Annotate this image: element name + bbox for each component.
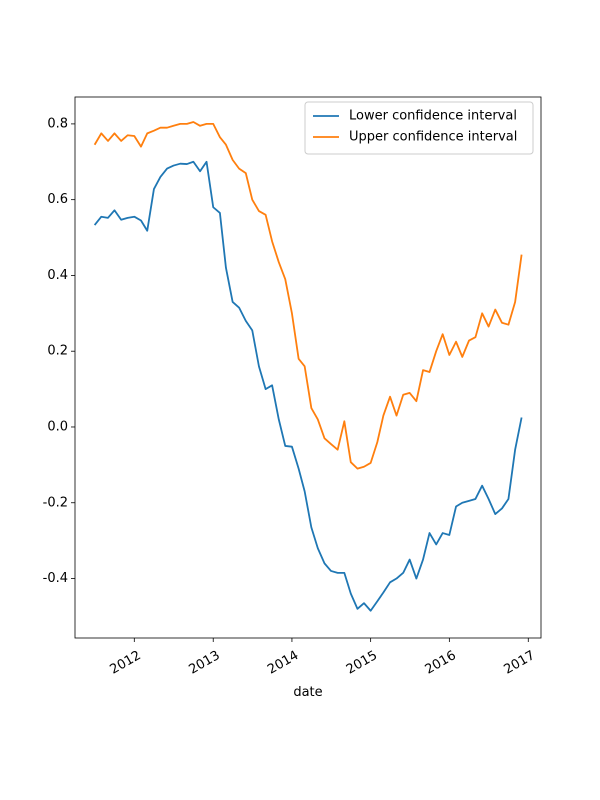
y-tick-label: 0.8: [47, 116, 68, 131]
plot-frame: [74, 96, 542, 639]
y-tick-label: -0.2: [43, 495, 68, 510]
legend-label: Lower confidence interval: [349, 109, 517, 124]
y-tick-label: 0.0: [47, 419, 68, 434]
x-tick-label: 2012: [108, 648, 144, 678]
y-tick-label: 0.4: [47, 268, 68, 283]
y-tick-label: -0.4: [43, 571, 68, 586]
x-axis-label: date: [293, 685, 322, 700]
y-tick-label: 0.6: [47, 192, 68, 207]
x-tick-label: 2014: [265, 648, 301, 678]
line-series: [93, 121, 523, 470]
y-tick-label: 0.2: [47, 344, 68, 359]
x-tick-label: 2017: [502, 648, 538, 678]
legend-box: [304, 101, 534, 155]
x-tick-label: 2016: [423, 648, 459, 678]
x-tick-label: 2015: [344, 648, 380, 678]
line-series: [93, 160, 523, 612]
x-tick-label: 2013: [186, 648, 222, 678]
legend-label: Upper confidence interval: [349, 130, 517, 145]
